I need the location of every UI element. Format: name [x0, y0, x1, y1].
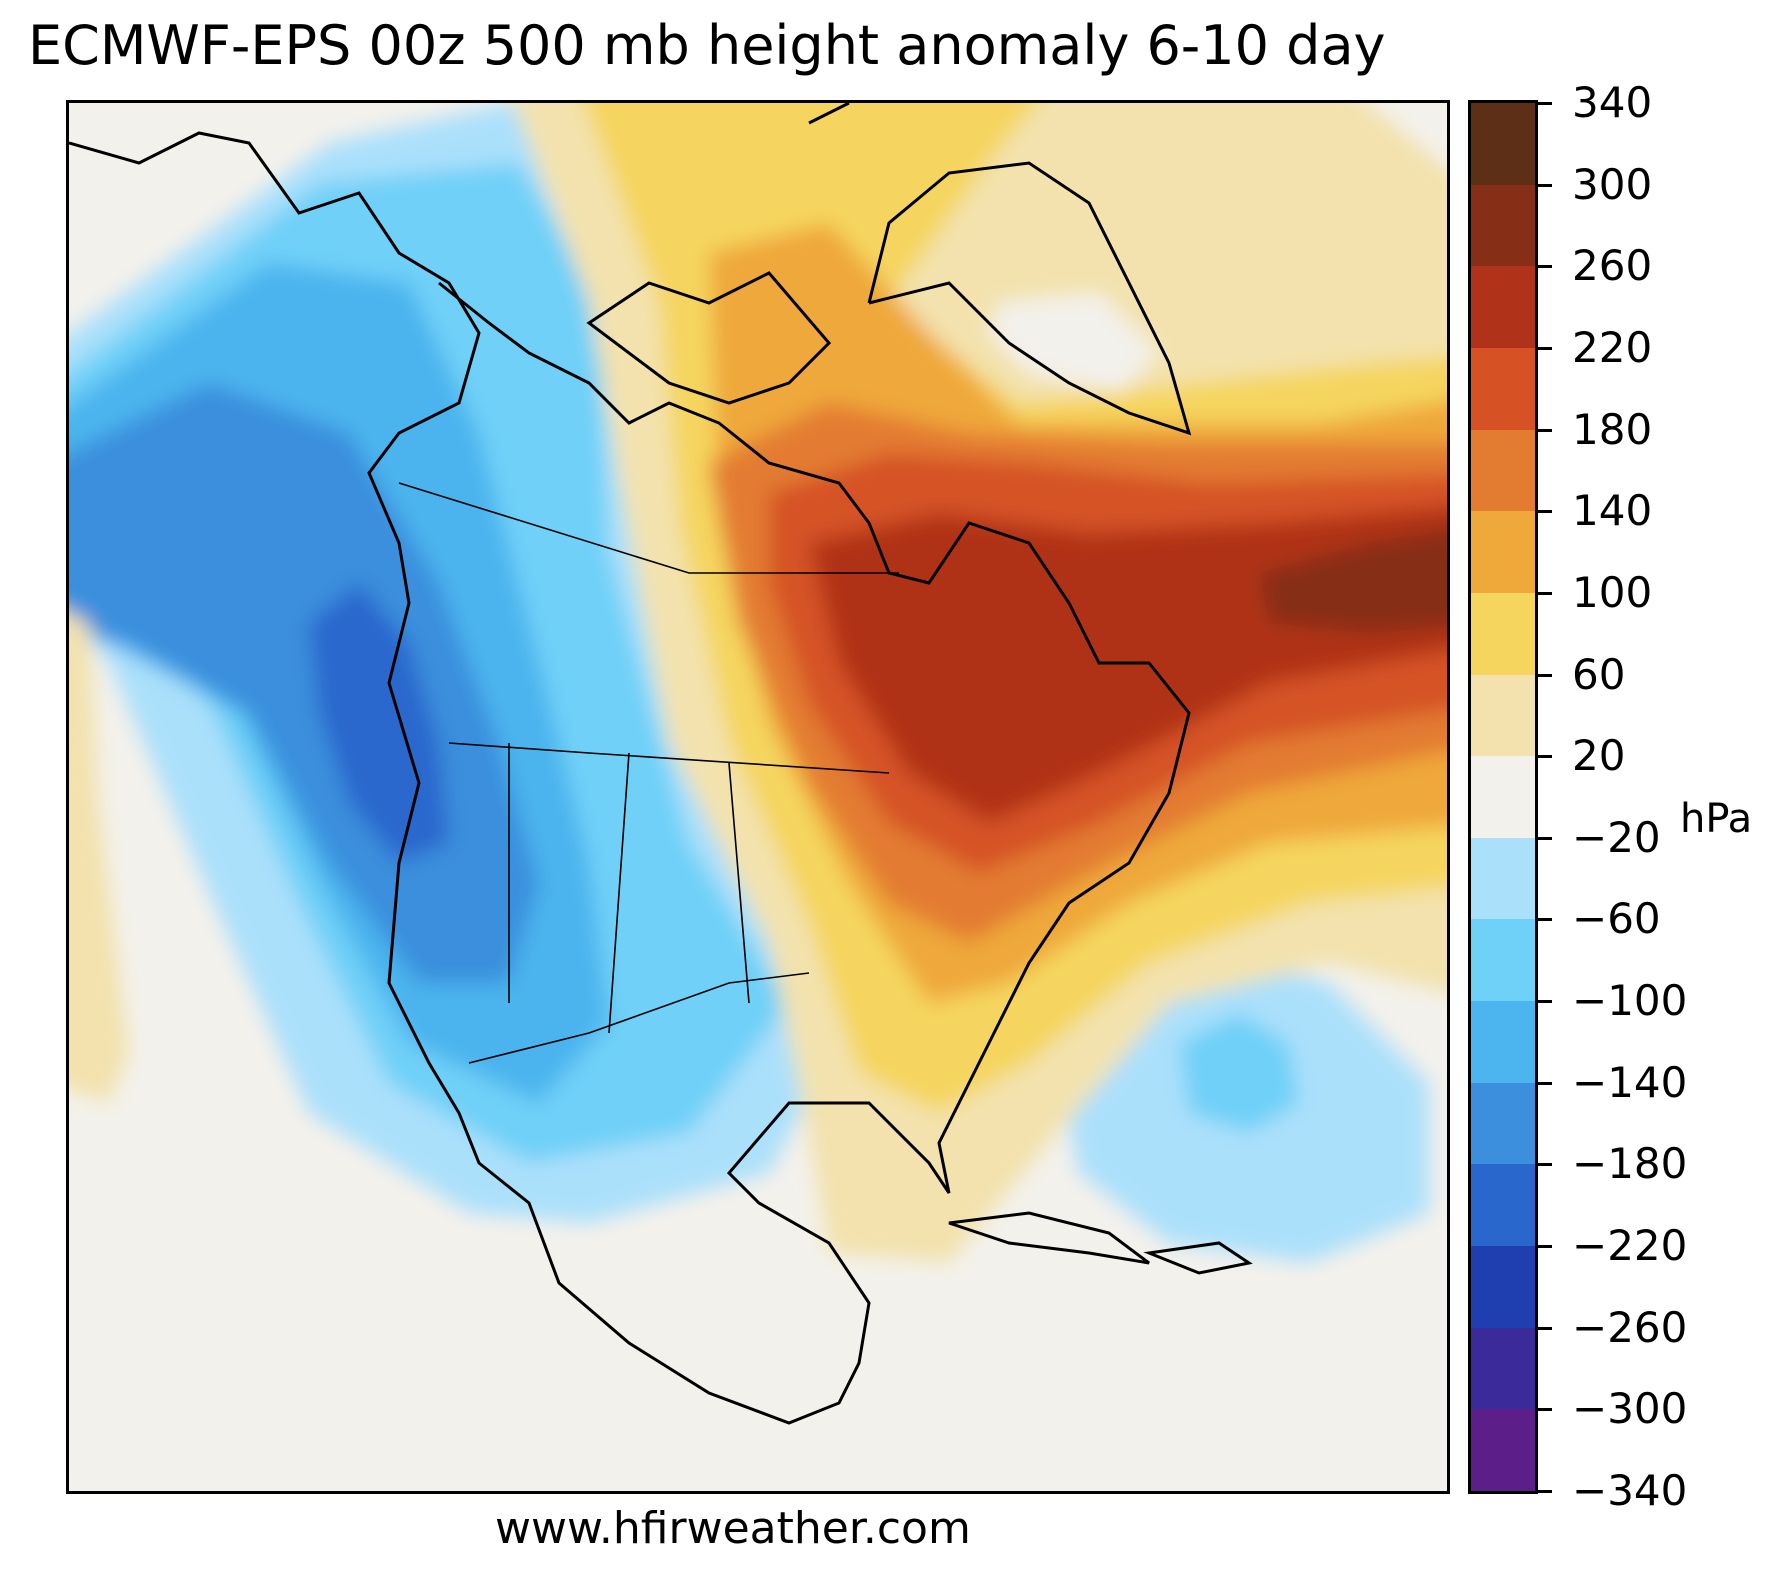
chart-title: ECMWF-EPS 00z 500 mb height anomaly 6-10…	[28, 14, 1386, 77]
colorbar-bin	[1471, 347, 1535, 431]
us-mexico-border	[468, 972, 810, 1064]
colorbar-bin	[1471, 1001, 1535, 1084]
website-credit: www.hfirweather.com	[495, 1503, 971, 1554]
colorbar-tick-label: −180	[1572, 1139, 1688, 1189]
colorbar-bin	[1471, 837, 1535, 921]
anomaly-band-pos260	[1259, 530, 1447, 633]
colorbar-tick-mark	[1538, 183, 1552, 187]
arctic-islands	[586, 271, 832, 405]
colorbar-tick-label: 180	[1572, 404, 1653, 454]
colorbar-tick-label: 300	[1572, 159, 1653, 209]
cuba-coast	[948, 1211, 1150, 1265]
political-borders	[398, 482, 899, 1064]
colorbar-unit-label: hPa	[1680, 796, 1753, 842]
colorbar-tick-mark	[1538, 346, 1552, 350]
colorbar-tick-mark	[1538, 1408, 1552, 1412]
anomaly-map	[66, 100, 1450, 1494]
colorbar-tick-label: 220	[1572, 322, 1653, 372]
colorbar-tick-label: −300	[1572, 1384, 1688, 1434]
colorbar-tick-mark	[1538, 1000, 1552, 1004]
pacific-warm-patch	[69, 613, 129, 1103]
us-canada-border	[448, 742, 890, 774]
hispaniola-coast	[1143, 1241, 1253, 1275]
colorbar-bin	[1471, 674, 1535, 758]
colorbar-tick-mark	[1538, 265, 1552, 269]
colorbar-tick-mark	[1538, 1245, 1552, 1249]
colorbar-tick-mark	[1538, 102, 1552, 105]
colorbar-tick-label: −140	[1572, 1057, 1688, 1107]
us-state-lines	[508, 743, 750, 1034]
colorbar-tick-mark	[1538, 1326, 1552, 1330]
colorbar-bin	[1471, 266, 1535, 349]
colorbar-tick-label: −60	[1572, 894, 1661, 944]
colorbar-tick-label: −340	[1572, 1466, 1688, 1515]
greenland-coast	[808, 103, 1192, 436]
canada-province-line	[398, 482, 899, 574]
colorbar-bin	[1471, 1164, 1535, 1248]
colorbar-bin	[1471, 1327, 1535, 1411]
colorbar-tick-label: 340	[1572, 78, 1653, 127]
greenland-neutral	[989, 293, 1159, 393]
colorbar-tick-mark	[1538, 428, 1552, 432]
atlantic-low-inner	[1179, 1013, 1299, 1133]
colorbar-tick-mark	[1538, 1163, 1552, 1167]
anomaly-band-neg220	[309, 583, 449, 863]
colorbar-bin	[1471, 511, 1535, 594]
anomaly-map-svg	[69, 103, 1447, 1425]
colorbar-bin	[1471, 756, 1535, 839]
colorbar-tick-mark	[1538, 591, 1552, 595]
colorbar-tick-label: −100	[1572, 976, 1688, 1026]
colorbar-tick-mark	[1538, 836, 1552, 840]
colorbar-tick-label: −220	[1572, 1221, 1688, 1271]
colorbar-tick-mark	[1538, 918, 1552, 922]
colorbar-bin	[1471, 1409, 1535, 1491]
colorbar-tick-label: −20	[1572, 812, 1661, 862]
colorbar-bin	[1471, 103, 1535, 186]
colorbar-bin	[1471, 1246, 1535, 1329]
colorbar-tick-mark	[1538, 673, 1552, 677]
colorbar-tick-label: 260	[1572, 241, 1653, 291]
colorbar-tick-mark	[1538, 1490, 1552, 1493]
colorbar-tick-label: 60	[1572, 649, 1626, 699]
colorbar-tick-label: 20	[1572, 731, 1626, 781]
colorbar-bin	[1471, 429, 1535, 513]
colorbar-tick-mark	[1538, 1081, 1552, 1085]
colorbar	[1468, 100, 1538, 1494]
colorbar-bin	[1471, 592, 1535, 676]
colorbar-tick-mark	[1538, 755, 1552, 759]
colorbar-tick-label: 140	[1572, 486, 1653, 536]
colorbar-tick-label: 100	[1572, 567, 1653, 617]
colorbar-bin	[1471, 1082, 1535, 1166]
colorbar-bin	[1471, 919, 1535, 1003]
colorbar-bin	[1471, 184, 1535, 268]
colorbar-tick-mark	[1538, 510, 1552, 514]
colorbar-tick-label: −260	[1572, 1302, 1688, 1352]
